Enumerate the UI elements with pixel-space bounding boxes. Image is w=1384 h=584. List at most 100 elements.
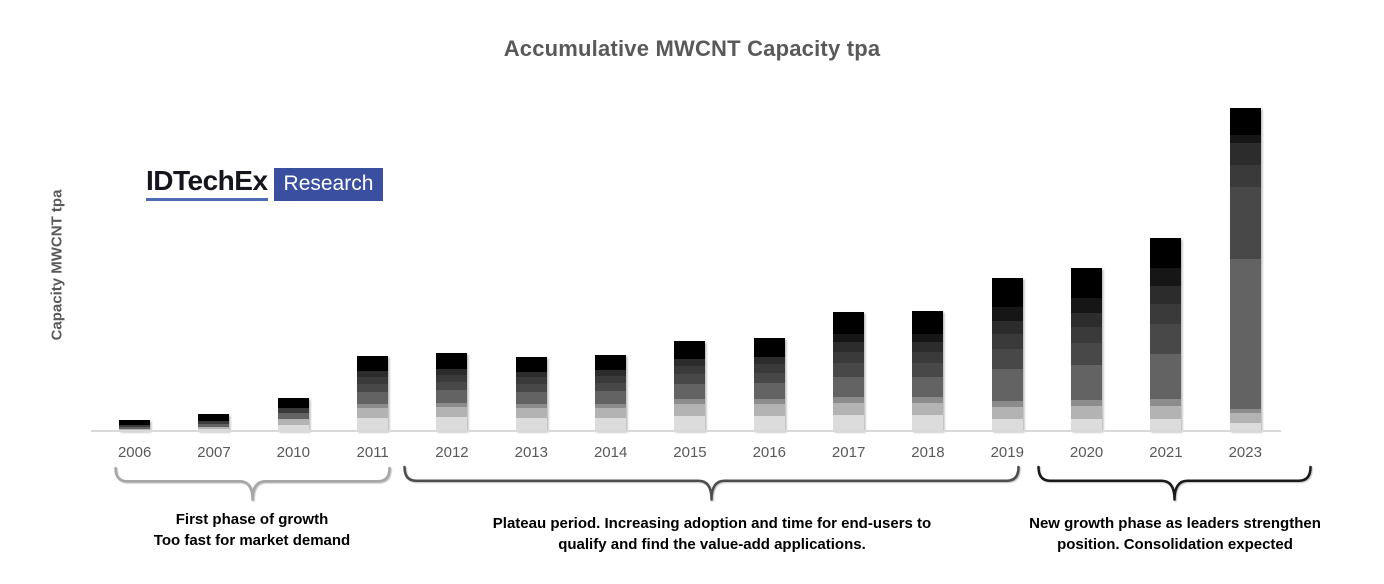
x-tick-label: 2013 [514, 444, 548, 461]
bar-segment [277, 425, 309, 431]
bar-segment [753, 416, 785, 431]
bar-column [650, 341, 729, 431]
bar-segment [912, 334, 944, 342]
stacked-bar-2019 [991, 278, 1023, 431]
bar-segment [674, 399, 706, 404]
x-tick-label: 2014 [593, 444, 628, 461]
bar-segment [198, 424, 230, 427]
bar-segment [198, 427, 230, 429]
bar-segment [198, 414, 230, 421]
bar-segment [753, 373, 785, 383]
stacked-bar-2010 [277, 398, 309, 431]
bar-column [1206, 108, 1285, 431]
bar-segment [515, 404, 547, 408]
annotation-first-phase: First phase of growth Too fast for marke… [102, 509, 402, 551]
x-tick-label: 2007 [197, 444, 231, 461]
bar-segment [674, 341, 706, 359]
bar-segment [357, 356, 389, 371]
annotation-line: qualify and find the value-add applicati… [558, 536, 866, 553]
bar-segment [1071, 419, 1103, 431]
stacked-bar-2020 [1071, 268, 1103, 431]
bar-segment [357, 377, 389, 384]
bar-segment [1229, 413, 1261, 423]
x-tick-label: 2011 [356, 444, 389, 461]
bar-segment [357, 371, 389, 377]
bar-segment [595, 383, 627, 391]
bar-segment [1229, 187, 1261, 259]
bar-segment [595, 408, 627, 418]
bar-segment [515, 384, 547, 392]
stacked-bar-2018 [912, 311, 944, 431]
bar-segment [1150, 324, 1182, 354]
bar-segment [1229, 423, 1261, 431]
bar-segment [515, 418, 547, 431]
x-tick-label: 2023 [1228, 444, 1262, 461]
bar-segment [436, 353, 468, 369]
bar-segment [357, 404, 389, 408]
bar-segment [833, 397, 865, 403]
bar-segment [1150, 406, 1182, 419]
stacked-bar-2017 [833, 312, 865, 431]
bar-segment [436, 390, 468, 403]
bar-column [809, 312, 888, 431]
bar-segment [833, 403, 865, 415]
bar-segment [674, 416, 706, 431]
bar-column [571, 355, 650, 431]
bar-segment [991, 369, 1023, 401]
bar-segment [753, 399, 785, 404]
bar-column [730, 338, 809, 431]
bar-segment [753, 364, 785, 373]
bar-segment [1150, 238, 1182, 268]
logo-brand-text: IDTechEx [146, 165, 268, 196]
bar-segment [1071, 406, 1103, 419]
bar-segment [595, 370, 627, 376]
bar-segment [357, 384, 389, 392]
bar-segment [1071, 343, 1103, 365]
bar-segment [833, 342, 865, 352]
brace-plateau-period [403, 465, 1020, 501]
bar-column [174, 414, 253, 431]
bar-segment [753, 383, 785, 399]
bar-segment [277, 408, 309, 413]
bar-segment [991, 307, 1023, 321]
stacked-bar-2011 [357, 356, 389, 431]
bar-segment [119, 420, 151, 425]
bar-segment [912, 397, 944, 403]
bar-segment [991, 419, 1023, 431]
bar-segment [436, 369, 468, 375]
bar-segment [515, 357, 547, 372]
stacked-bar-2021 [1150, 238, 1182, 431]
x-tick-label: 2020 [1069, 444, 1104, 461]
bar-segment [357, 408, 389, 418]
bar-segment [674, 374, 706, 384]
x-tick-label: 2006 [117, 444, 152, 461]
bar-segment [912, 342, 944, 352]
bar-segment [436, 382, 468, 390]
bar-segment [991, 334, 1023, 349]
bar-segment [1071, 365, 1103, 400]
annotation-new-growth-phase: New growth phase as leaders strengthen p… [1000, 513, 1350, 555]
bar-segment [515, 392, 547, 404]
bar-column [412, 353, 491, 431]
bar-segment [595, 418, 627, 431]
bar-segment [277, 413, 309, 419]
annotation-line: position. Consolidation expected [1057, 536, 1293, 553]
bar-segment [1071, 400, 1103, 406]
bar-segment [1150, 419, 1182, 431]
annotation-line: Plateau period. Increasing adoption and … [492, 515, 932, 532]
bar-segment [912, 352, 944, 363]
bar-segment [833, 312, 865, 334]
x-tick-label: 2019 [990, 444, 1024, 461]
bar-segment [1229, 165, 1261, 187]
bar-segment [991, 349, 1023, 369]
bar-segment [674, 359, 706, 366]
bar-segment [1150, 268, 1182, 286]
stacked-bar-2023 [1229, 108, 1261, 431]
bar-segment [912, 311, 944, 334]
bar-segment [833, 415, 865, 431]
bar-column [1126, 238, 1205, 431]
bar-segment [436, 403, 468, 407]
bar-segment [1071, 268, 1103, 298]
bar-segment [119, 425, 151, 427]
bar-segment [595, 404, 627, 408]
